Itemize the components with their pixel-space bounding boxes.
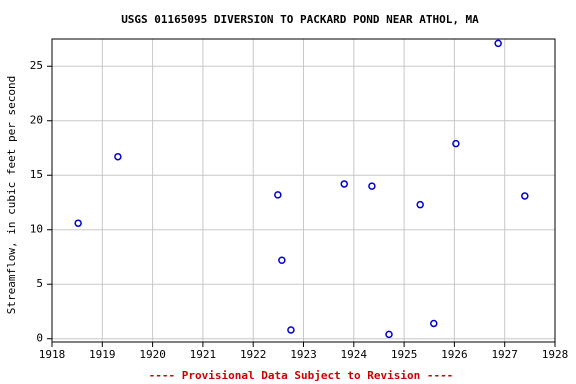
data-point [274, 191, 282, 199]
x-tick-label: 1921 [190, 348, 217, 361]
data-point [368, 182, 376, 190]
data-point [494, 39, 502, 48]
plot-frame [51, 38, 556, 343]
x-tick-label: 1925 [391, 348, 418, 361]
y-tick-label: 15 [30, 168, 43, 181]
x-tick-label: 1923 [290, 348, 317, 361]
data-point [452, 139, 460, 148]
x-tick-label: 1928 [542, 348, 569, 361]
data-point [416, 200, 424, 209]
x-tick-label: 1918 [39, 348, 66, 361]
y-tick-label: 20 [30, 114, 43, 127]
y-tick-label: 10 [30, 223, 43, 236]
x-tick-label: 1927 [491, 348, 518, 361]
y-axis-label: Streamflow, in cubic feet per second [5, 76, 18, 314]
data-point [114, 152, 122, 161]
x-tick-label: 1922 [240, 348, 267, 361]
chart-title: USGS 01165095 DIVERSION TO PACKARD POND … [121, 13, 479, 26]
y-tick-label: 25 [30, 59, 43, 72]
y-tick-label: 5 [36, 277, 43, 290]
data-point [430, 319, 438, 328]
x-tick-label: 1919 [89, 348, 116, 361]
footnote: ---- Provisional Data Subject to Revisio… [149, 369, 454, 382]
data-point [74, 219, 82, 227]
data-point [340, 180, 348, 188]
x-tick-label: 1924 [341, 348, 368, 361]
data-point [385, 330, 393, 339]
data-point [521, 192, 529, 200]
y-tick-label: 0 [36, 332, 43, 345]
x-tick-label: 1926 [441, 348, 468, 361]
data-point [287, 326, 295, 334]
x-tick-label: 1920 [139, 348, 166, 361]
data-point [278, 256, 286, 265]
